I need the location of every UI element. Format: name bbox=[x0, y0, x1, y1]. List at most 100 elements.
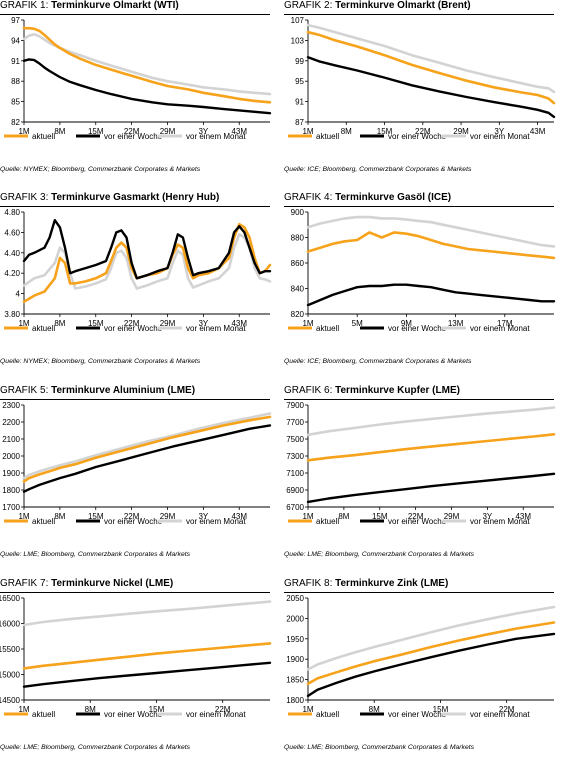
legend-label: vor einer Woche bbox=[388, 517, 447, 526]
legend-label: vor einer Woche bbox=[104, 324, 163, 333]
x-tick-label: 1M bbox=[18, 512, 29, 521]
series-line-aktuell bbox=[22, 415, 272, 483]
y-tick-label: 3.80 bbox=[4, 310, 20, 319]
chart-title-text: Terminkurve Kupfer (LME) bbox=[335, 385, 460, 396]
x-tick-label: 1M bbox=[18, 319, 29, 328]
y-tick-label: 4.20 bbox=[4, 269, 20, 278]
x-tick-label: 22M bbox=[124, 319, 140, 328]
legend-label: aktuell bbox=[316, 132, 339, 141]
chart-panel-grafik2: GRAFIK 2: Terminkurve Olmarkt (Brent) 87 9… bbox=[284, 0, 562, 190]
legend-label: aktuell bbox=[32, 132, 55, 141]
y-tick-label: 840 bbox=[291, 285, 305, 294]
title-rule bbox=[284, 206, 554, 207]
chart-panel-grafik3: GRAFIK 3: Terminkurve Gasmarkt (Henry Hu… bbox=[0, 192, 280, 382]
y-tick-label: 1900 bbox=[286, 655, 304, 664]
y-tick-label: 7700 bbox=[286, 418, 304, 427]
chart-number: GRAFIK 2: bbox=[284, 0, 336, 11]
x-tick-label: 3Y bbox=[198, 319, 208, 328]
x-tick-label: 1M bbox=[302, 319, 313, 328]
y-tick-label: 2000 bbox=[286, 614, 304, 623]
x-tick-label: 1M bbox=[302, 512, 313, 521]
series-line-monat bbox=[22, 412, 272, 480]
chart-panel-grafik8: GRAFIK 8: Terminkurve Zink (LME) 1800 1850… bbox=[284, 578, 562, 768]
x-tick-label: 29M bbox=[160, 319, 176, 328]
x-tick-label: 3Y bbox=[494, 127, 504, 136]
legend-label: vor einer Woche bbox=[388, 132, 447, 141]
series-line-aktuell bbox=[22, 642, 272, 670]
x-tick-label: 13M bbox=[448, 319, 464, 328]
y-tick-label: 88 bbox=[11, 77, 20, 86]
chart-panel-grafik5: GRAFIK 5: Terminkurve Aluminium (LME) 170… bbox=[0, 385, 280, 575]
chart-source: Quelle: ICE; Bloomberg, Commerzbank Corp… bbox=[284, 166, 472, 173]
y-tick-label: 4.80 bbox=[4, 208, 20, 217]
y-tick-label: 6900 bbox=[286, 486, 304, 495]
x-tick-label: 8M bbox=[54, 319, 65, 328]
legend-label: aktuell bbox=[32, 710, 55, 719]
series-line-monat bbox=[22, 32, 272, 96]
chart-source: Quelle: NYMEX; Bloomberg, Commerzbank Co… bbox=[0, 358, 201, 365]
chart-title: GRAFIK 4: Terminkurve Gasöl (ICE) bbox=[284, 192, 451, 203]
y-tick-label: 1700 bbox=[2, 503, 20, 512]
y-tick-label: 99 bbox=[295, 57, 304, 66]
chart-svg: 1700 1800 1900 2000 2100 2200 2300 1M 8M 15M 22M 29… bbox=[2, 401, 272, 526]
y-tick-label: 860 bbox=[291, 259, 305, 268]
legend-label: aktuell bbox=[316, 710, 339, 719]
x-tick-label: 15M bbox=[88, 319, 104, 328]
x-tick-label: 29M bbox=[444, 512, 460, 521]
legend-label: aktuell bbox=[316, 324, 339, 333]
chart-panel-grafik1: GRAFIK 1: Terminkurve Olmarkt (WTI) 82 85 8… bbox=[0, 0, 280, 190]
x-tick-label: 15M bbox=[88, 127, 104, 136]
y-tick-label: 2300 bbox=[2, 401, 20, 410]
x-tick-label: 8M bbox=[54, 512, 65, 521]
chart-panel-grafik7: GRAFIK 7: Terminkurve Nickel (LME)145001… bbox=[0, 578, 280, 768]
chart-source: Quelle: ICE; Bloomberg, Commerzbank Corp… bbox=[284, 358, 472, 365]
title-rule bbox=[284, 399, 554, 400]
x-tick-label: 5M bbox=[352, 319, 363, 328]
legend-label: vor einem Monat bbox=[470, 710, 530, 719]
x-tick-label: 29M bbox=[160, 127, 176, 136]
series-line-woche bbox=[306, 632, 556, 698]
chart-number: GRAFIK 6: bbox=[284, 385, 336, 396]
y-tick-label: 880 bbox=[291, 234, 305, 243]
y-tick-label: 82 bbox=[11, 118, 20, 127]
x-tick-label: 1M bbox=[302, 705, 313, 714]
y-tick-label: 85 bbox=[11, 98, 20, 107]
y-tick-label: 94 bbox=[11, 36, 20, 45]
series-line-aktuell bbox=[306, 231, 556, 260]
chart-number: GRAFIK 7: bbox=[0, 578, 52, 589]
legend-label: vor einem Monat bbox=[186, 324, 246, 333]
series-line-aktuell bbox=[306, 432, 556, 462]
title-rule bbox=[0, 206, 270, 207]
chart-number: GRAFIK 8: bbox=[284, 578, 336, 589]
y-tick-label: 95 bbox=[295, 77, 304, 86]
series-line-woche bbox=[306, 472, 556, 504]
y-tick-label: 820 bbox=[291, 310, 305, 319]
x-tick-label: 8M bbox=[341, 127, 352, 136]
y-tick-label: 7900 bbox=[286, 401, 304, 410]
chart-title: GRAFIK 8: Terminkurve Zink (LME) bbox=[284, 578, 448, 589]
series-line-woche bbox=[306, 56, 556, 119]
legend-label: aktuell bbox=[32, 324, 55, 333]
chart-svg: 6700 6900 7100 7300 7500 7700 7900 1M 8M 15M 22M 29… bbox=[286, 401, 556, 526]
x-tick-label: 22M bbox=[124, 512, 140, 521]
chart-number: GRAFIK 1: bbox=[0, 0, 52, 11]
series-line-aktuell bbox=[22, 222, 272, 304]
y-tick-label: 1800 bbox=[286, 696, 304, 705]
series-line-aktuell bbox=[306, 621, 556, 685]
chart-title-text: Terminkurve Olmarkt (WTI) bbox=[51, 0, 179, 11]
x-tick-label: 22M bbox=[408, 512, 424, 521]
legend-label: vor einer Woche bbox=[388, 710, 447, 719]
chart-number: GRAFIK 4: bbox=[284, 192, 336, 203]
chart-title-text: Terminkurve Zink (LME) bbox=[335, 578, 449, 589]
x-tick-label: 15M bbox=[372, 512, 388, 521]
y-tick-label: 7300 bbox=[286, 452, 304, 461]
y-tick-label: 16500 bbox=[0, 594, 21, 603]
x-tick-label: 15M bbox=[377, 127, 393, 136]
y-tick-label: 91 bbox=[295, 98, 304, 107]
title-rule bbox=[0, 592, 270, 593]
series-line-woche bbox=[22, 219, 272, 280]
series-line-monat bbox=[306, 605, 556, 671]
series-line-aktuell bbox=[22, 26, 272, 104]
legend-label: vor einem Monat bbox=[186, 517, 246, 526]
y-tick-label: 2200 bbox=[2, 418, 20, 427]
